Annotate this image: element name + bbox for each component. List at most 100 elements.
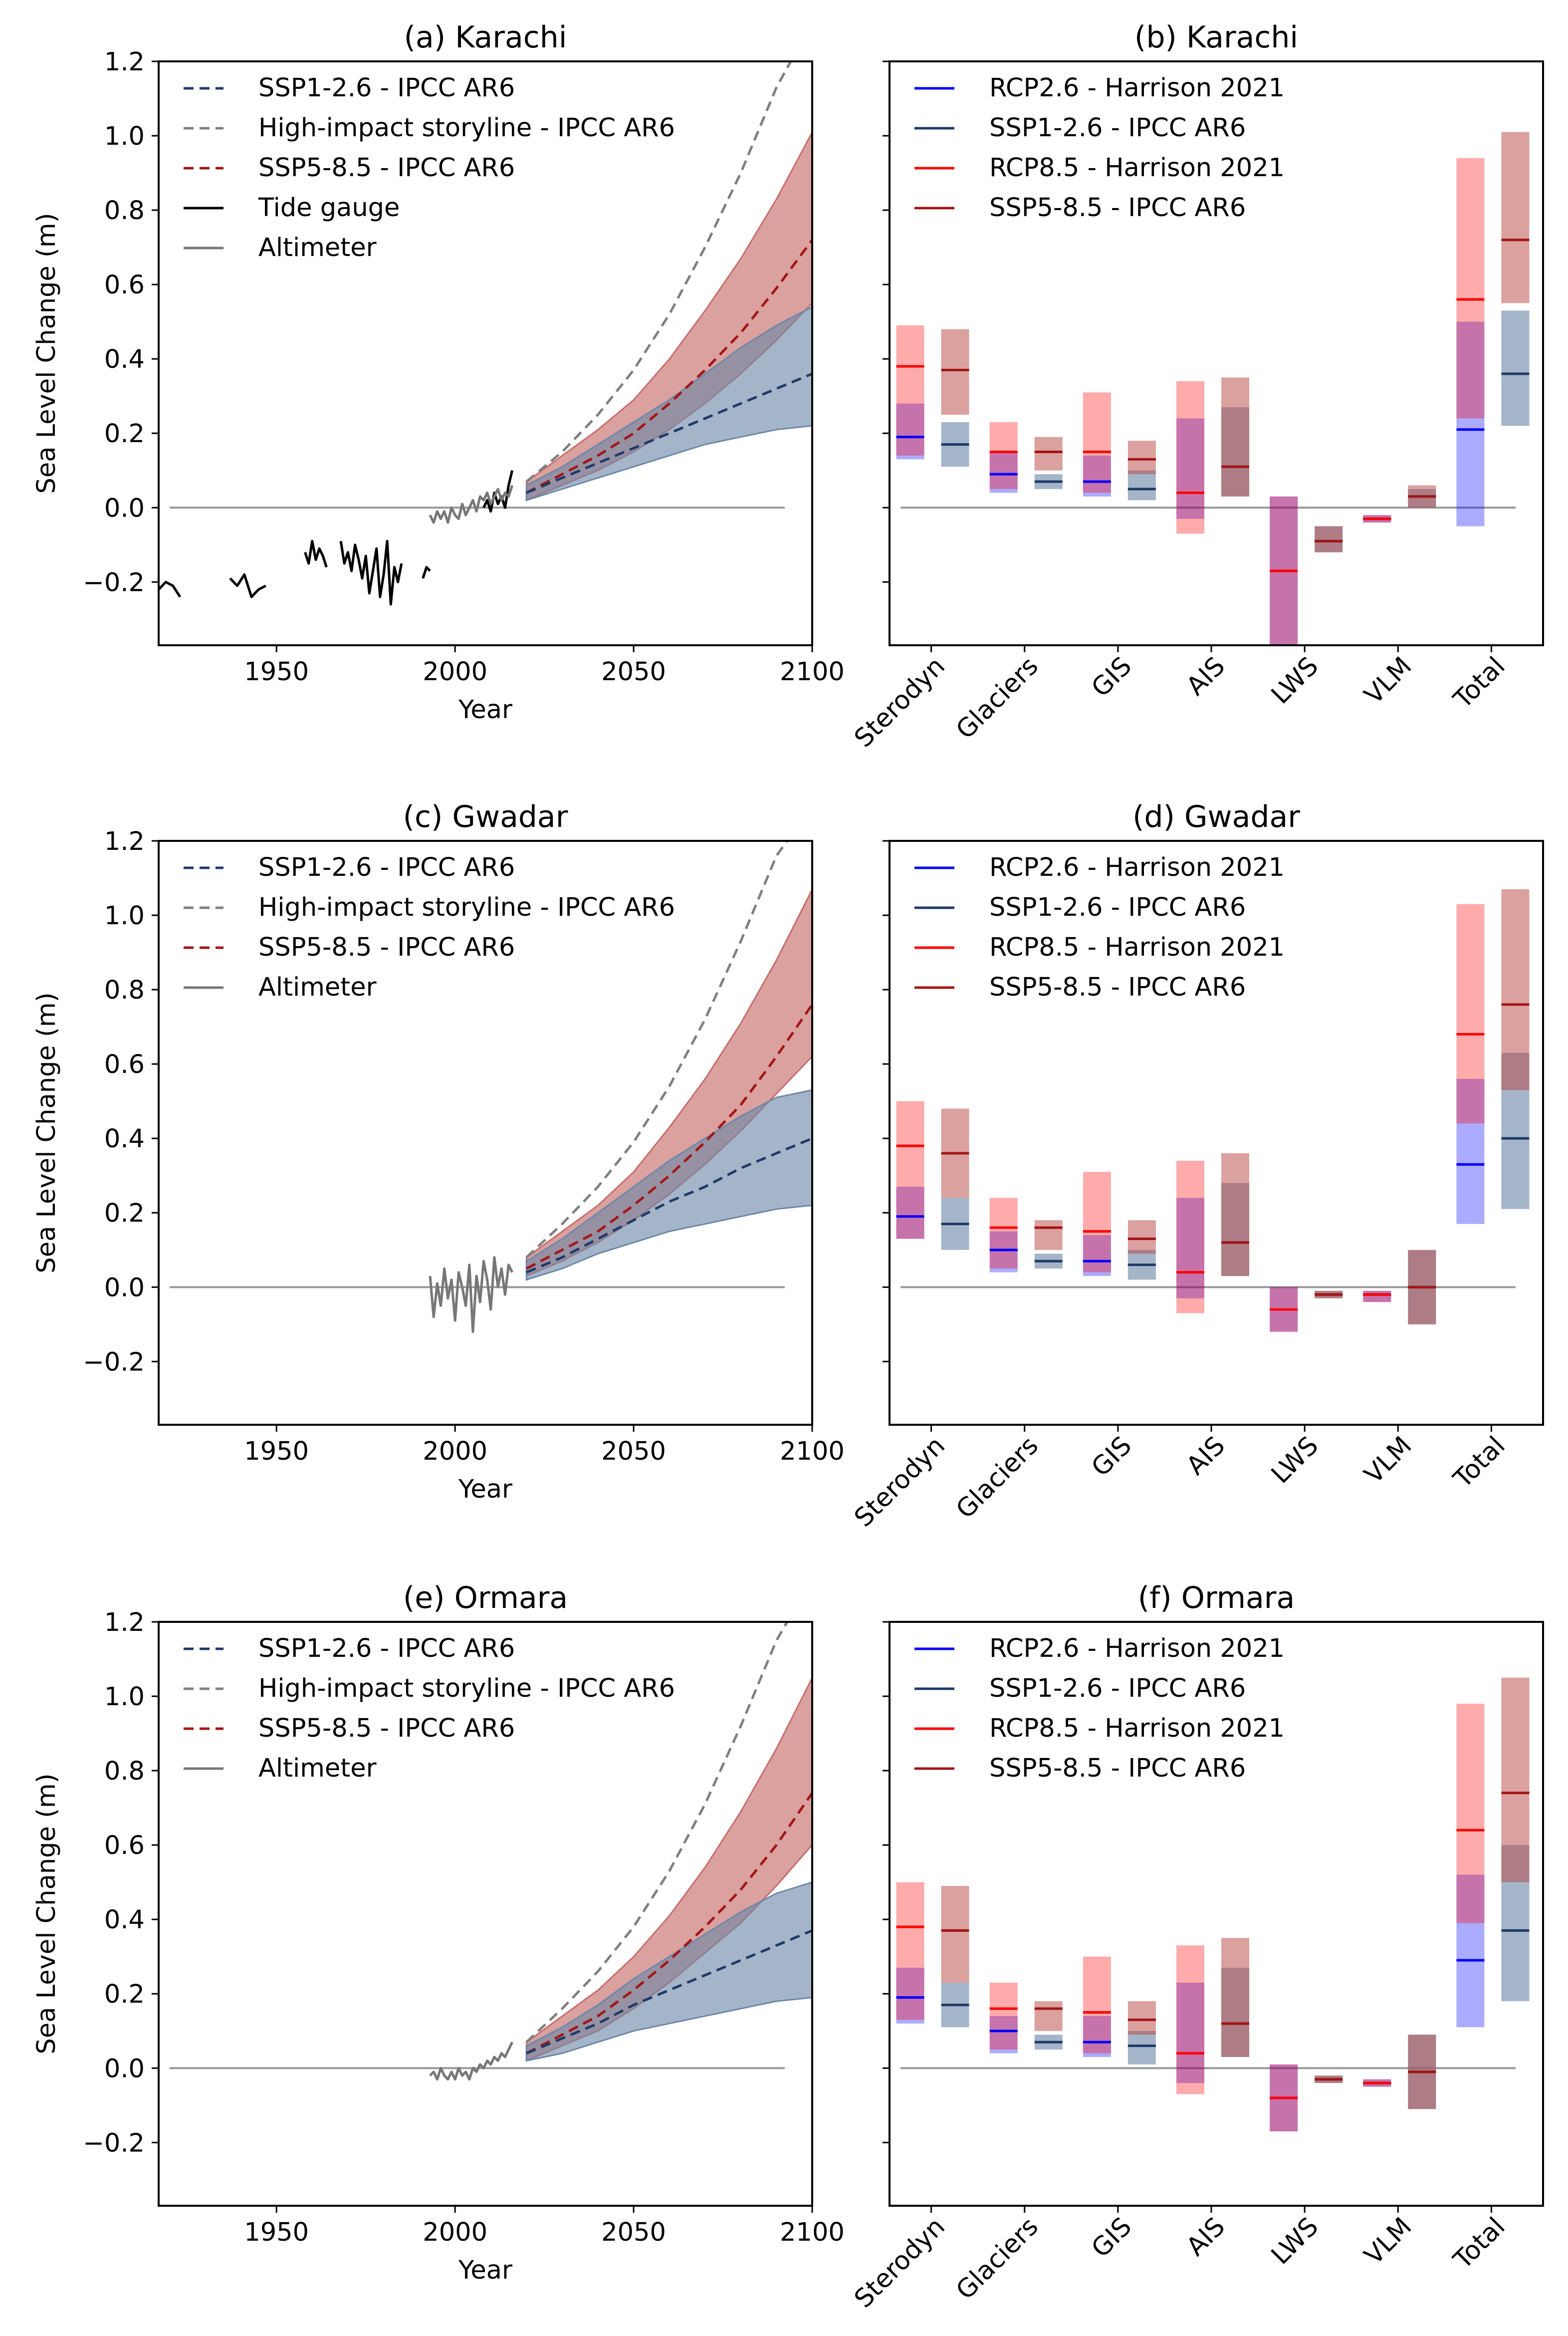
category-label: AIS	[1181, 651, 1231, 701]
plot-area	[159, 61, 812, 606]
ssp126-range-bar	[1501, 310, 1530, 426]
y-tick-label: −0.2	[83, 568, 145, 597]
plot-area	[896, 889, 1530, 1332]
rcp26-range-bar	[896, 1968, 924, 2024]
y-axis-label: Sea Level Change (m)	[32, 213, 61, 494]
category-label: GIS	[1086, 651, 1137, 703]
legend-label: RCP2.6 - Harrison 2021	[989, 853, 1285, 882]
ssp126-median-line	[526, 1929, 812, 2055]
legend-label: RCP2.6 - Harrison 2021	[989, 73, 1285, 103]
y-tick-label: 0.8	[104, 196, 145, 226]
legend-label: RCP8.5 - Harrison 2021	[989, 153, 1285, 183]
x-tick-label: 2050	[601, 1437, 666, 1466]
y-tick-label: −0.2	[83, 2128, 145, 2158]
category-label: Glaciers	[950, 2212, 1044, 2305]
y-tick-label: 1.2	[104, 827, 145, 856]
y-tick-label: 0.0	[104, 494, 145, 523]
legend-label: SSP5-8.5 - IPCC AR6	[258, 1714, 515, 1743]
legend-label: High-impact storyline - IPCC AR6	[258, 113, 675, 143]
high-impact-storyline	[525, 841, 788, 1259]
rcp85-range-bar	[896, 1882, 924, 2020]
contribution-panel-3: (d) Gwadar Sterodyn Glaciers GIS AIS LWS VLM To…	[849, 799, 1544, 1533]
y-tick-label: 0.6	[104, 1831, 145, 1860]
legend-label: SSP5-8.5 - IPCC AR6	[989, 973, 1246, 1002]
altimeter-line	[429, 485, 514, 524]
high-impact-storyline	[525, 1622, 789, 2043]
legend-label: Tide gauge	[258, 193, 400, 223]
ssp585-median-line	[526, 239, 812, 494]
panel-title: (c) Gwadar	[403, 799, 568, 834]
y-tick-label: 0.4	[104, 1905, 145, 1935]
legend-label: Altimeter	[258, 1754, 377, 1783]
legend-label: High-impact storyline - IPCC AR6	[258, 1674, 675, 1703]
category-label: LWS	[1266, 2212, 1324, 2270]
category-label: Sterodyn	[849, 2212, 951, 2314]
ssp585-range-bar	[1501, 132, 1530, 303]
rcp85-range-bar	[989, 1198, 1018, 1269]
y-tick-label: 1.2	[104, 1608, 145, 1637]
panel-title: (e) Ormara	[403, 1580, 568, 1615]
y-tick-label: −0.2	[83, 1347, 145, 1377]
category-label: Total	[1448, 1431, 1511, 1494]
x-tick-label: 2050	[601, 657, 666, 687]
rcp85-range-bar	[989, 1982, 1018, 2050]
legend-label: Altimeter	[258, 973, 377, 1002]
ssp126-likely-range-band	[525, 1089, 812, 1281]
legend-label: SSP1-2.6 - IPCC AR6	[989, 1674, 1246, 1703]
x-tick-label: 1950	[244, 1437, 309, 1466]
ssp585-range-bar	[1501, 889, 1530, 1090]
legend-label: SSP1-2.6 - IPCC AR6	[989, 893, 1246, 922]
legend-label: Altimeter	[258, 233, 377, 262]
rcp85-range-bar	[1456, 1703, 1485, 1923]
legend-label: RCP2.6 - Harrison 2021	[989, 1634, 1285, 1663]
panel-title: (a) Karachi	[404, 20, 567, 55]
plot-area	[170, 1622, 812, 2081]
tide-gauge-line	[482, 470, 514, 513]
axes-frame	[889, 60, 1544, 646]
ssp585-range-bar	[1127, 2001, 1156, 2035]
axes-frame	[158, 60, 813, 646]
x-axis-label: Year	[458, 695, 512, 725]
rcp26-range-bar	[1456, 1874, 1485, 2028]
legend-label: SSP5-8.5 - IPCC AR6	[989, 1754, 1246, 1783]
axes-frame	[158, 1621, 813, 2207]
ssp126-median-line	[526, 1137, 812, 1274]
category-label: Total	[1448, 651, 1511, 715]
plot-area	[170, 841, 812, 1333]
y-tick-label: 0.0	[104, 2054, 145, 2083]
ssp126-median-line	[526, 372, 812, 494]
timeseries-panel-2: (c) Gwadar 1950 2000 2050 2100 Year 1.2 1.0 0.8 0…	[32, 799, 845, 1504]
y-tick-label: 1.0	[104, 1682, 145, 1712]
rcp26-range-bar	[1176, 418, 1204, 519]
rcp26-range-bar	[1083, 455, 1111, 497]
ssp585-range-bar	[941, 329, 969, 415]
rcp26-range-bar	[1083, 1235, 1111, 1276]
rcp26-range-bar	[896, 403, 924, 460]
tide-gauge-line	[229, 573, 266, 598]
x-axis-label: Year	[458, 2256, 512, 2285]
y-tick-label: 0.2	[104, 1199, 145, 1228]
category-label: VLM	[1359, 1431, 1418, 1490]
rcp85-range-bar	[896, 325, 924, 456]
timeseries-panel-4: (e) Ormara 1950 2000 2050 2100 Year 1.2 1.0 0.8 0…	[32, 1580, 845, 2285]
legend-label: SSP5-8.5 - IPCC AR6	[258, 933, 515, 962]
ssp585-range-bar	[1221, 1938, 1249, 2057]
ssp585-range-bar	[1127, 441, 1156, 475]
ssp585-range-bar	[1221, 377, 1249, 497]
ssp585-range-bar	[1034, 437, 1063, 471]
tide-gauge-line	[159, 580, 182, 598]
rcp85-range-bar	[1456, 904, 1485, 1124]
x-axis-label: Year	[458, 1475, 512, 1504]
ssp585-range-bar	[1221, 1153, 1249, 1276]
contribution-panel-5: (f) Ormara Sterodyn Glaciers GIS AIS LWS VLM To…	[849, 1580, 1544, 2314]
y-axis-label: Sea Level Change (m)	[32, 993, 61, 1274]
rcp85-range-bar	[1176, 1945, 1204, 2094]
x-tick-label: 1950	[244, 657, 309, 687]
rcp26-range-bar	[896, 1187, 924, 1239]
category-label: Sterodyn	[849, 1431, 951, 1533]
tide-gauge-line	[304, 539, 328, 568]
ssp585-range-bar	[1127, 1220, 1156, 1254]
y-tick-label: 0.4	[104, 345, 145, 374]
axes-frame	[889, 840, 1544, 1426]
ssp585-range-bar	[941, 1886, 969, 1983]
